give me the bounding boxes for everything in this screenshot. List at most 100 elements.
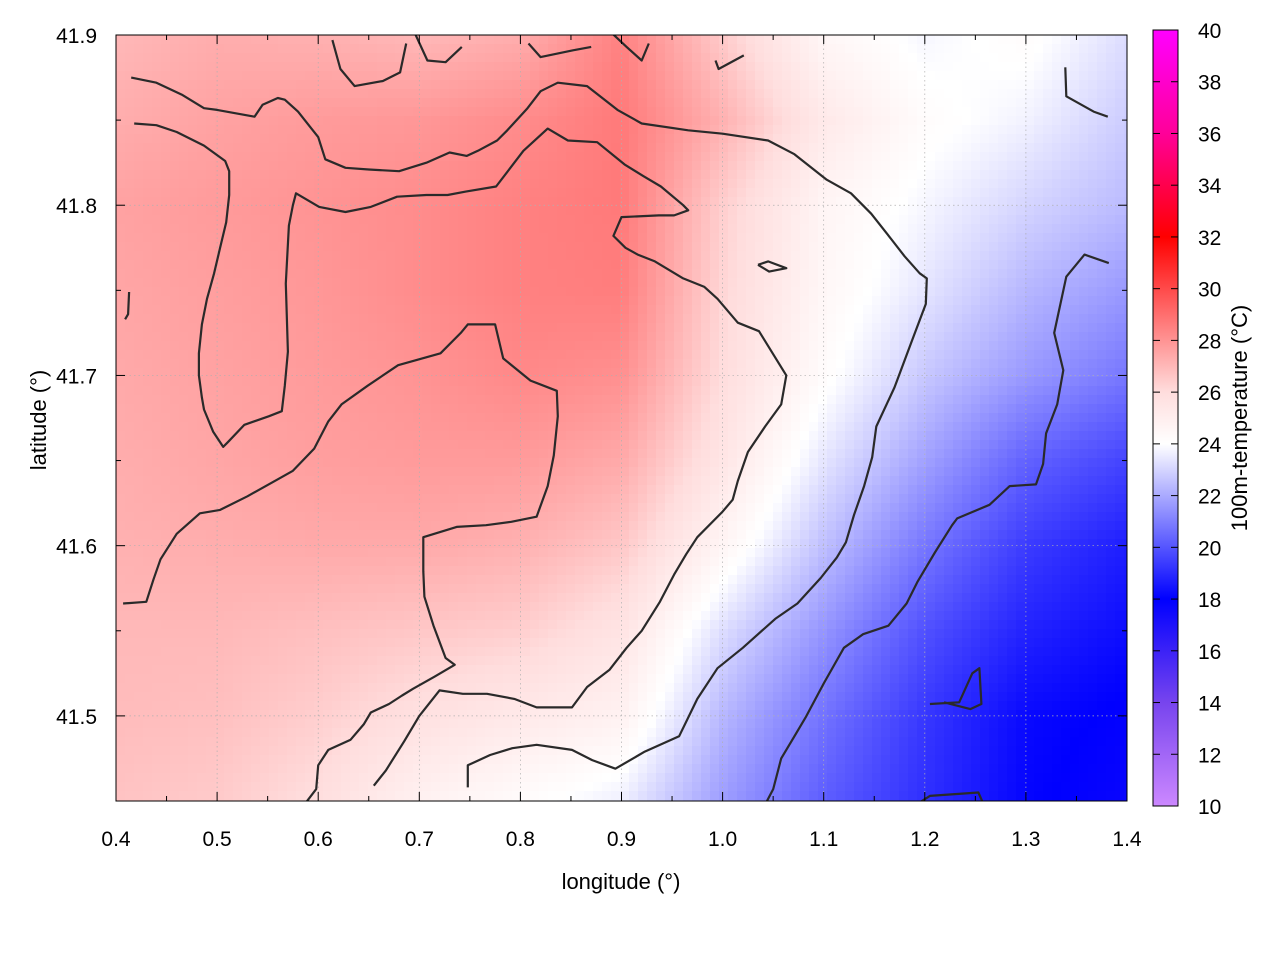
heatmap-cell	[962, 368, 972, 378]
heatmap-cell	[395, 62, 405, 72]
heatmap-cell	[665, 341, 675, 351]
heatmap-cell	[350, 35, 360, 45]
heatmap-cell	[845, 377, 855, 387]
heatmap-cell	[269, 413, 279, 423]
heatmap-cell	[359, 62, 369, 72]
heatmap-cell	[548, 422, 558, 432]
heatmap-cell	[1052, 296, 1062, 306]
heatmap-cell	[278, 98, 288, 108]
heatmap-cell	[881, 161, 891, 171]
heatmap-cell	[557, 170, 567, 180]
heatmap-cell	[1115, 188, 1125, 198]
heatmap-cell	[719, 71, 729, 81]
heatmap-cell	[413, 197, 423, 207]
heatmap-cell	[233, 170, 243, 180]
heatmap-cell	[593, 44, 603, 54]
heatmap-cell	[674, 251, 684, 261]
heatmap-cell	[827, 224, 837, 234]
heatmap-cell	[584, 332, 594, 342]
heatmap-cell	[242, 44, 252, 54]
heatmap-cell	[773, 359, 783, 369]
heatmap-cell	[746, 80, 756, 90]
heatmap-cell	[404, 188, 414, 198]
heatmap-cell	[557, 62, 567, 72]
heatmap-cell	[305, 377, 315, 387]
heatmap-cell	[224, 359, 234, 369]
heatmap-cell	[161, 62, 171, 72]
heatmap-cell	[1043, 116, 1053, 126]
heatmap-cell	[467, 44, 477, 54]
heatmap-cell	[692, 332, 702, 342]
heatmap-cell	[503, 71, 513, 81]
heatmap-cell	[341, 377, 351, 387]
heatmap-cell	[521, 152, 531, 162]
heatmap-cell	[215, 89, 225, 99]
heatmap-cell	[818, 287, 828, 297]
heatmap-cell	[530, 188, 540, 198]
heatmap-cell	[1088, 341, 1098, 351]
heatmap-cell	[710, 368, 720, 378]
heatmap-cell	[890, 152, 900, 162]
heatmap-cell	[755, 62, 765, 72]
heatmap-cell	[584, 341, 594, 351]
heatmap-cell	[791, 341, 801, 351]
heatmap-cell	[926, 125, 936, 135]
heatmap-cell	[683, 287, 693, 297]
heatmap-cell	[710, 125, 720, 135]
heatmap-cell	[962, 332, 972, 342]
heatmap-cell	[845, 341, 855, 351]
heatmap-cell	[539, 71, 549, 81]
heatmap-cell	[899, 179, 909, 189]
heatmap-cell	[503, 80, 513, 90]
heatmap-cell	[899, 260, 909, 270]
heatmap-cell	[503, 359, 513, 369]
heatmap-cell	[899, 368, 909, 378]
heatmap-cell	[629, 134, 639, 144]
heatmap-cell	[647, 386, 657, 396]
heatmap-cell	[161, 314, 171, 324]
heatmap-cell	[944, 404, 954, 414]
heatmap-cell	[557, 188, 567, 198]
heatmap-cell	[1088, 260, 1098, 270]
heatmap-cell	[233, 332, 243, 342]
heatmap-cell	[1106, 224, 1116, 234]
heatmap-cell	[449, 296, 459, 306]
heatmap-cell	[944, 296, 954, 306]
heatmap-cell	[791, 143, 801, 153]
heatmap-cell	[125, 170, 135, 180]
heatmap-cell	[485, 332, 495, 342]
heatmap-cell	[431, 233, 441, 243]
heatmap-cell	[1043, 242, 1053, 252]
heatmap-cell	[584, 314, 594, 324]
heatmap-cell	[908, 206, 918, 216]
heatmap-cell	[1016, 179, 1026, 189]
heatmap-cell	[467, 53, 477, 63]
heatmap-cell	[197, 377, 207, 387]
heatmap-cell	[521, 71, 531, 81]
heatmap-cell	[692, 44, 702, 54]
heatmap-cell	[1088, 197, 1098, 207]
heatmap-cell	[737, 116, 747, 126]
heatmap-cell	[161, 107, 171, 117]
heatmap-cell	[530, 422, 540, 432]
heatmap-cell	[908, 269, 918, 279]
heatmap-cell	[305, 53, 315, 63]
heatmap-cell	[422, 179, 432, 189]
heatmap-cell	[1124, 233, 1127, 243]
heatmap-cell	[737, 323, 747, 333]
heatmap-cell	[701, 89, 711, 99]
heatmap-cell	[692, 350, 702, 360]
heatmap-cell	[593, 404, 603, 414]
heatmap-cell	[845, 134, 855, 144]
heatmap-cell	[737, 422, 747, 432]
heatmap-cell	[278, 206, 288, 216]
heatmap-cell	[764, 71, 774, 81]
heatmap-cell	[971, 377, 981, 387]
heatmap-cell	[989, 71, 999, 81]
heatmap-cell	[440, 224, 450, 234]
heatmap-cell	[368, 413, 378, 423]
heatmap-cell	[350, 323, 360, 333]
heatmap-cell	[719, 170, 729, 180]
heatmap-cell	[962, 350, 972, 360]
heatmap-cell	[269, 323, 279, 333]
